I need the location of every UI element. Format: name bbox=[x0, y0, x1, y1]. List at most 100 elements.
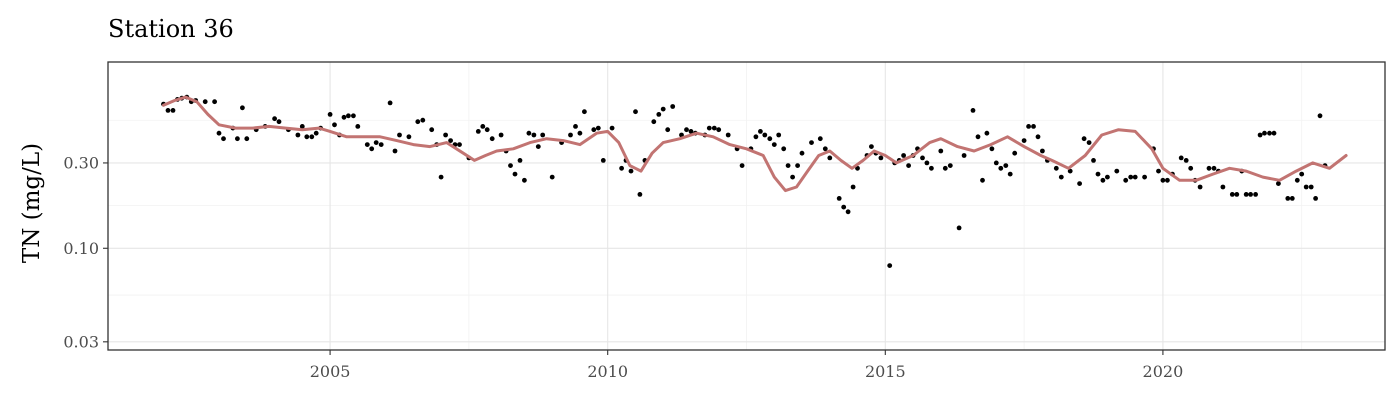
data-point bbox=[595, 125, 601, 131]
data-point bbox=[790, 174, 795, 180]
chart-title: Station 36 bbox=[108, 15, 234, 43]
data-point bbox=[244, 136, 250, 142]
data-point bbox=[684, 127, 689, 133]
data-point bbox=[947, 163, 953, 169]
data-point bbox=[1086, 140, 1092, 146]
data-point bbox=[508, 163, 513, 169]
data-point bbox=[827, 155, 833, 161]
data-point bbox=[392, 148, 398, 154]
data-point bbox=[276, 119, 282, 125]
data-point bbox=[438, 174, 444, 180]
data-point bbox=[1253, 192, 1258, 197]
data-point bbox=[929, 165, 934, 171]
data-point bbox=[633, 109, 638, 115]
x-tick-label: 2010 bbox=[587, 362, 628, 381]
data-point bbox=[1234, 192, 1240, 197]
data-point bbox=[406, 134, 412, 140]
data-point bbox=[665, 127, 671, 133]
data-point bbox=[364, 142, 370, 148]
data-point bbox=[1197, 184, 1203, 190]
data-point bbox=[989, 146, 995, 152]
data-point bbox=[609, 125, 615, 131]
data-point bbox=[984, 130, 990, 136]
data-point bbox=[998, 165, 1004, 171]
data-point bbox=[855, 165, 860, 171]
x-tick-label: 2005 bbox=[310, 362, 351, 381]
data-point bbox=[1100, 177, 1106, 183]
data-point bbox=[1081, 136, 1087, 142]
x-axis: 2005 2010 2015 2020 bbox=[310, 350, 1183, 381]
data-point bbox=[1165, 177, 1170, 183]
data-point bbox=[1035, 134, 1041, 140]
data-point bbox=[429, 127, 435, 133]
data-point bbox=[822, 146, 828, 152]
data-point bbox=[795, 163, 800, 169]
data-point bbox=[369, 146, 375, 152]
data-point bbox=[1303, 184, 1309, 190]
data-point bbox=[706, 125, 712, 131]
data-point bbox=[351, 113, 356, 119]
data-point bbox=[299, 124, 305, 129]
data-point bbox=[346, 113, 351, 119]
data-point bbox=[1220, 184, 1226, 190]
data-point bbox=[577, 130, 583, 136]
data-point bbox=[711, 125, 717, 131]
data-point bbox=[758, 129, 763, 134]
data-point bbox=[725, 132, 731, 138]
data-point bbox=[1058, 174, 1064, 180]
data-point bbox=[1271, 130, 1277, 136]
data-point bbox=[938, 148, 944, 154]
y-tick-label: 0.03 bbox=[63, 332, 99, 351]
data-point bbox=[591, 127, 597, 133]
data-point bbox=[415, 119, 421, 125]
data-point bbox=[457, 142, 462, 148]
data-point bbox=[817, 136, 823, 142]
data-point bbox=[1188, 165, 1194, 171]
data-point bbox=[1248, 192, 1253, 197]
x-tick-label: 2015 bbox=[865, 362, 906, 381]
data-point bbox=[1267, 130, 1272, 136]
data-point bbox=[1003, 163, 1009, 169]
data-point bbox=[637, 192, 643, 197]
data-point bbox=[332, 122, 337, 128]
data-point bbox=[1183, 158, 1189, 163]
data-point bbox=[878, 155, 884, 161]
data-point bbox=[304, 134, 310, 140]
data-point bbox=[781, 146, 787, 152]
data-point bbox=[221, 136, 226, 142]
data-point bbox=[1007, 171, 1013, 177]
data-point bbox=[573, 124, 578, 129]
data-point bbox=[420, 117, 426, 123]
data-point bbox=[1026, 124, 1031, 129]
data-points bbox=[161, 94, 1328, 268]
data-point bbox=[202, 99, 208, 105]
data-point bbox=[901, 153, 906, 158]
data-point bbox=[526, 130, 532, 136]
data-point bbox=[443, 132, 448, 138]
data-point bbox=[448, 138, 453, 144]
data-point bbox=[841, 204, 847, 210]
data-point bbox=[739, 163, 745, 169]
trend-line bbox=[162, 95, 1348, 193]
data-point bbox=[809, 140, 814, 146]
data-point bbox=[489, 136, 495, 142]
data-point bbox=[1276, 181, 1281, 187]
data-point bbox=[980, 177, 985, 183]
data-point bbox=[387, 100, 393, 106]
data-point bbox=[480, 124, 486, 129]
data-point bbox=[582, 109, 587, 115]
data-point bbox=[512, 171, 518, 177]
data-point bbox=[1211, 165, 1217, 171]
data-point bbox=[993, 160, 999, 166]
data-point bbox=[341, 114, 347, 120]
y-axis-title: TN (mg/L) bbox=[19, 143, 45, 263]
data-point bbox=[906, 163, 911, 169]
data-point bbox=[1077, 181, 1082, 187]
data-point bbox=[670, 104, 676, 109]
data-point bbox=[535, 144, 541, 150]
data-point bbox=[1262, 130, 1267, 136]
y-tick-label: 0.30 bbox=[63, 153, 99, 172]
data-point bbox=[970, 108, 976, 113]
data-point bbox=[1123, 177, 1129, 183]
data-point bbox=[1012, 150, 1018, 156]
